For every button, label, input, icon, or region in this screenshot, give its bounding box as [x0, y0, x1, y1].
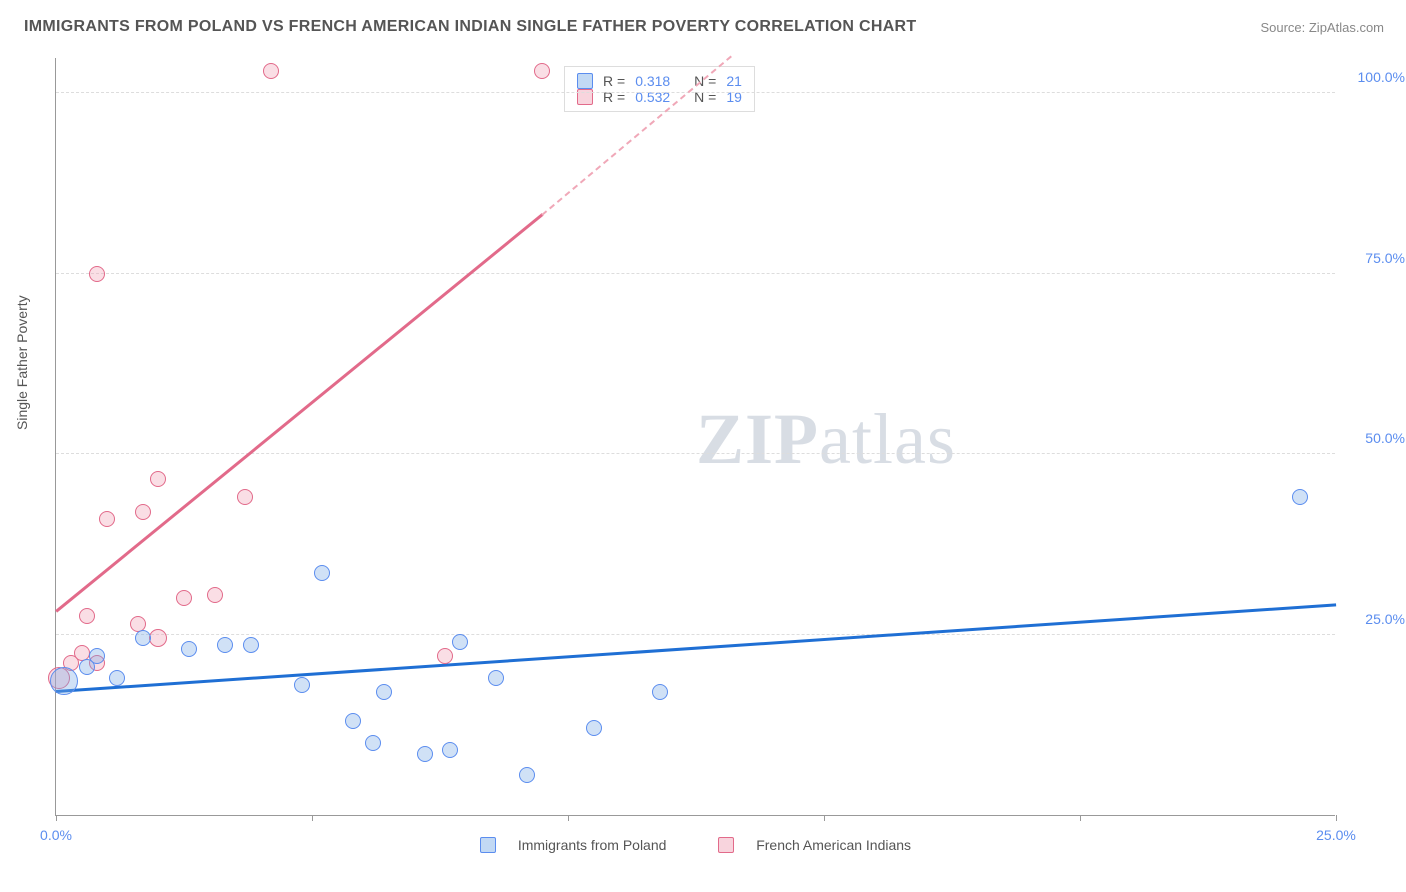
gridline — [56, 273, 1335, 274]
legend-label: Immigrants from Poland — [518, 837, 667, 853]
data-point — [207, 587, 223, 603]
legend-item: French American Indians — [706, 837, 923, 853]
data-point — [437, 648, 453, 664]
y-tick-label: 25.0% — [1345, 611, 1405, 627]
data-point — [452, 634, 468, 650]
data-point — [243, 637, 259, 653]
data-point — [417, 746, 433, 762]
legend-stats-row: R = 0.318 N = 21 — [577, 73, 742, 89]
legend-series: Immigrants from Poland French American I… — [56, 837, 1335, 853]
x-tick — [824, 815, 825, 821]
data-point — [89, 655, 105, 671]
data-point — [263, 63, 279, 79]
legend-label: French American Indians — [756, 837, 911, 853]
data-point — [345, 713, 361, 729]
data-point — [48, 667, 70, 689]
data-point — [89, 266, 105, 282]
swatch-blue-icon — [480, 837, 496, 853]
swatch-pink-icon — [718, 837, 734, 853]
n-value: 21 — [726, 73, 742, 89]
watermark: ZIPatlas — [696, 398, 956, 481]
data-point — [237, 489, 253, 505]
x-tick-label: 0.0% — [40, 827, 72, 843]
gridline — [56, 92, 1335, 93]
data-point — [1292, 489, 1308, 505]
data-point — [365, 735, 381, 751]
data-point — [149, 629, 167, 647]
x-tick — [1080, 815, 1081, 821]
y-axis-label: Single Father Poverty — [14, 295, 30, 430]
data-point — [534, 63, 550, 79]
data-point — [217, 637, 233, 653]
x-tick — [312, 815, 313, 821]
data-point — [314, 565, 330, 581]
data-point — [176, 590, 192, 606]
data-point — [79, 659, 95, 675]
data-point — [586, 720, 602, 736]
scatter-plot-area: ZIPatlas R = 0.318 N = 21 R = 0.532 N = … — [55, 58, 1335, 816]
data-point — [181, 641, 197, 657]
data-point — [488, 670, 504, 686]
data-point — [376, 684, 392, 700]
swatch-blue-icon — [577, 73, 593, 89]
data-point — [519, 767, 535, 783]
data-point — [135, 630, 151, 646]
x-tick — [1336, 815, 1337, 821]
data-point — [99, 511, 115, 527]
r-value: 0.318 — [635, 73, 670, 89]
data-point — [150, 471, 166, 487]
data-point — [109, 670, 125, 686]
watermark-bold: ZIP — [696, 399, 819, 479]
data-point — [89, 648, 105, 664]
legend-item: Immigrants from Poland — [468, 837, 682, 853]
data-point — [294, 677, 310, 693]
chart-title: IMMIGRANTS FROM POLAND VS FRENCH AMERICA… — [24, 18, 916, 36]
data-point — [63, 655, 79, 671]
r-label: R = — [603, 73, 625, 89]
x-tick — [56, 815, 57, 821]
y-tick-label: 50.0% — [1345, 430, 1405, 446]
data-point — [652, 684, 668, 700]
y-tick-label: 100.0% — [1345, 69, 1405, 85]
y-tick-label: 75.0% — [1345, 250, 1405, 266]
source-attribution: Source: ZipAtlas.com — [1260, 20, 1384, 35]
legend-stats: R = 0.318 N = 21 R = 0.532 N = 19 — [564, 66, 755, 112]
x-tick-label: 25.0% — [1316, 827, 1356, 843]
gridline — [56, 634, 1335, 635]
data-point — [130, 616, 146, 632]
watermark-light: atlas — [819, 399, 956, 479]
data-point — [74, 645, 90, 661]
data-point — [135, 504, 151, 520]
x-tick — [568, 815, 569, 821]
data-point — [79, 608, 95, 624]
regression-line — [56, 603, 1336, 692]
data-point — [442, 742, 458, 758]
